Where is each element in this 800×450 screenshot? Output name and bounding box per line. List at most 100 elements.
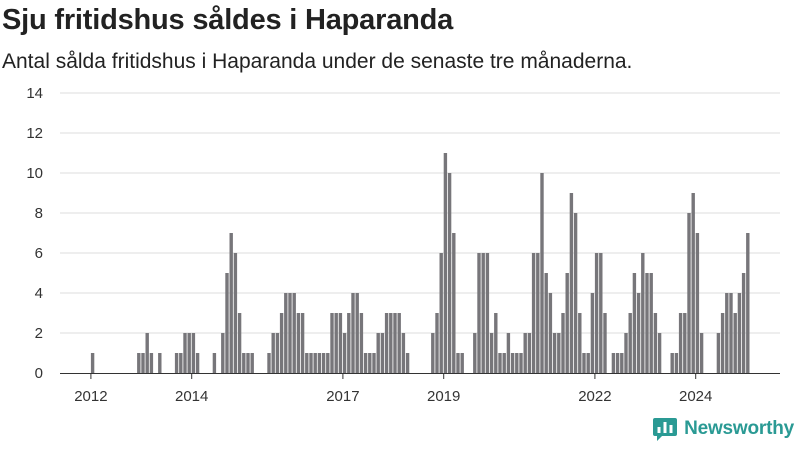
bar — [158, 353, 162, 373]
bar — [225, 273, 229, 373]
bar — [502, 353, 506, 373]
bar — [141, 353, 145, 373]
bar — [250, 353, 254, 373]
bar — [195, 353, 200, 373]
bar — [271, 333, 275, 373]
bar — [565, 273, 569, 373]
bar — [149, 353, 154, 373]
x-tick-label: 2014 — [175, 388, 208, 405]
x-tick-label: 2019 — [427, 388, 460, 405]
bar — [540, 173, 544, 373]
x-tick-label: 2012 — [74, 388, 107, 405]
bar — [687, 213, 691, 373]
y-tick-label: 10 — [26, 165, 43, 182]
y-tick-label: 14 — [26, 85, 43, 102]
bar — [678, 313, 683, 373]
bars — [90, 153, 750, 373]
bar — [641, 253, 645, 373]
y-tick-label: 0 — [35, 365, 43, 382]
bar — [389, 313, 393, 373]
bar — [624, 333, 628, 373]
bar — [179, 353, 183, 373]
x-tick-label: 2017 — [326, 388, 359, 405]
bar — [296, 313, 301, 373]
bar — [435, 313, 439, 373]
y-tick-label: 4 — [35, 285, 43, 302]
x-tick-label: 2024 — [679, 388, 712, 405]
bar — [674, 353, 679, 373]
bar — [489, 333, 494, 373]
y-tick-label: 6 — [35, 245, 43, 262]
bar — [695, 233, 700, 373]
bar — [683, 313, 687, 373]
bar — [242, 353, 246, 373]
bar — [359, 313, 364, 373]
bar — [330, 313, 334, 373]
bar — [557, 333, 561, 373]
bar — [620, 353, 624, 373]
bar — [657, 333, 662, 373]
bar — [498, 353, 502, 373]
bar — [573, 213, 578, 373]
bar — [246, 353, 250, 373]
bar — [725, 293, 729, 373]
bar — [485, 253, 490, 373]
bar — [611, 353, 616, 373]
grid-lines — [60, 92, 780, 334]
annotation: 7 — [751, 0, 760, 4]
y-tick-label: 12 — [26, 125, 43, 142]
bar — [380, 333, 385, 373]
bar — [586, 353, 590, 373]
bar — [477, 253, 481, 373]
bar — [439, 253, 443, 373]
bar — [397, 313, 401, 373]
bar — [632, 273, 637, 373]
bar — [536, 253, 540, 373]
bar — [275, 333, 280, 373]
bar — [653, 313, 658, 373]
bar — [393, 313, 397, 373]
x-axis: 2012 2014 2017 2019 2022 2024 — [60, 373, 780, 405]
bar — [338, 313, 343, 373]
bar — [733, 313, 737, 373]
bar — [405, 353, 410, 373]
bar — [481, 253, 485, 373]
bar — [447, 173, 452, 373]
bar — [729, 293, 733, 373]
bar — [746, 233, 750, 373]
x-tick-label: 2022 — [578, 388, 611, 405]
bar — [523, 333, 527, 373]
bar — [187, 333, 191, 373]
chart-title: Sju fritidshus såldes i Haparanda — [2, 4, 454, 36]
bar — [174, 353, 179, 373]
bar — [221, 333, 225, 373]
bar — [305, 353, 309, 373]
bar — [636, 293, 641, 373]
bar — [460, 353, 464, 373]
bar — [443, 153, 448, 373]
bar — [494, 313, 498, 373]
bar — [699, 333, 704, 373]
bar — [737, 293, 742, 373]
bar — [300, 313, 305, 373]
bar — [368, 353, 372, 373]
bar — [628, 313, 632, 373]
y-axis-labels: 0 2 4 6 8 10 12 14 — [26, 85, 43, 382]
brand-name: Newsworthy — [684, 418, 794, 439]
y-tick-label: 8 — [35, 205, 43, 222]
bar — [376, 333, 380, 373]
bar — [309, 353, 313, 373]
bar — [582, 353, 586, 373]
newsworthy-logo-icon — [653, 418, 678, 441]
bar — [561, 313, 565, 373]
bar — [137, 353, 141, 373]
bar — [334, 313, 338, 373]
bar — [590, 293, 595, 373]
bar — [355, 293, 359, 373]
bar — [599, 253, 603, 373]
bar — [145, 333, 149, 373]
bar — [531, 253, 536, 373]
bar — [191, 333, 196, 373]
bar — [603, 313, 607, 373]
bar — [321, 353, 326, 373]
